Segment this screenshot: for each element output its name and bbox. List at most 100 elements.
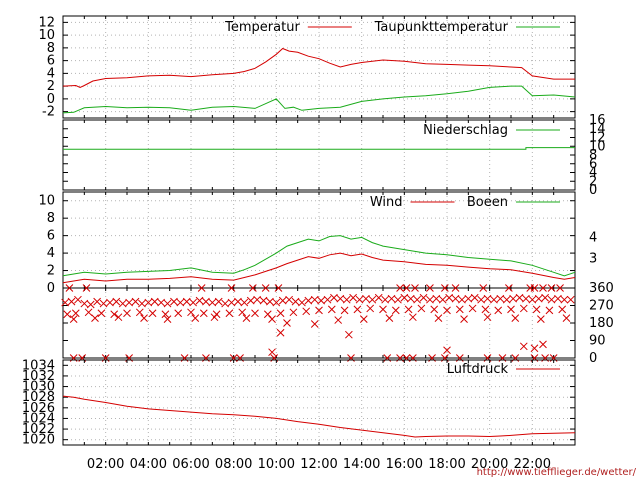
data-point: [189, 298, 197, 307]
data-point: [511, 314, 520, 322]
y-tick-label: 1020: [22, 433, 55, 448]
data-point: [566, 295, 575, 304]
data-point: [310, 320, 319, 328]
data-point: [276, 328, 285, 337]
series-line-wind-0: [62, 252, 576, 284]
series-line-temp-1: [62, 85, 576, 114]
data-point: [93, 297, 101, 306]
panel-dir: 0 90 180 270 360: [61, 281, 614, 366]
data-point: [97, 309, 106, 318]
data-point: [202, 297, 210, 306]
data-point: [355, 295, 364, 304]
data-point: [227, 284, 236, 292]
data-point: [374, 293, 383, 302]
data-point: [140, 314, 148, 322]
data-point: [443, 346, 451, 355]
data-point: [562, 314, 571, 322]
data-point: [63, 310, 72, 319]
data-point: [400, 293, 409, 302]
data-point: [112, 297, 121, 306]
data-point: [445, 293, 453, 302]
data-point: [298, 298, 306, 307]
data-point: [441, 284, 449, 292]
x-tick-label: 10:00: [258, 457, 295, 472]
data-point: [283, 319, 291, 327]
data-point: [268, 348, 276, 357]
data-point: [387, 294, 396, 303]
data-point: [334, 316, 343, 324]
data-point: [144, 298, 153, 307]
data-point: [199, 309, 208, 318]
y-tick-label: 0: [47, 281, 55, 296]
y-tick-label: 2: [589, 174, 597, 189]
data-point: [509, 294, 517, 303]
data-point: [443, 306, 451, 315]
panel-wind: 0 2 4 6 8 10 4 3 Boeen Wind: [38, 191, 597, 296]
legend-label: Wind: [370, 195, 403, 210]
y-tick-label: 16: [589, 113, 606, 128]
y-tick-label: -2: [42, 105, 55, 120]
data-point: [451, 284, 460, 292]
y-tick-label: 0: [589, 183, 597, 198]
data-point: [413, 295, 421, 304]
y-tick-label: 4: [47, 66, 55, 81]
data-point: [82, 284, 91, 292]
x-tick-label: 18:00: [428, 457, 465, 472]
data-point: [304, 296, 313, 305]
y-tick-label: 10: [38, 28, 55, 43]
data-point: [170, 297, 178, 306]
data-point: [477, 295, 485, 304]
legend-label: Niederschlag: [423, 123, 508, 138]
x-tick-label: 16:00: [386, 457, 423, 472]
x-tick-label: 04:00: [130, 457, 167, 472]
y-tick-label: 8: [589, 148, 597, 163]
data-point: [519, 304, 528, 313]
data-point: [519, 342, 528, 351]
data-point: [404, 305, 413, 314]
data-point: [349, 293, 357, 302]
data-point: [118, 299, 127, 308]
y-tick-label: 6: [47, 54, 55, 69]
data-point: [534, 294, 543, 303]
y-tick-label: 1026: [22, 401, 55, 416]
data-point: [528, 295, 537, 304]
legend-label: Boeen: [467, 195, 508, 210]
data-point: [481, 305, 490, 314]
data-point: [430, 305, 439, 314]
data-point: [272, 298, 281, 307]
data-point: [353, 305, 362, 314]
data-point: [161, 310, 170, 319]
data-point: [532, 305, 541, 314]
data-point: [302, 307, 311, 316]
data-point: [138, 299, 146, 308]
data-point: [419, 293, 428, 302]
data-point: [547, 295, 556, 304]
data-point: [291, 297, 300, 306]
data-point: [106, 298, 114, 307]
data-point: [69, 315, 78, 323]
data-point: [345, 330, 353, 339]
data-point: [545, 306, 554, 315]
data-point: [285, 295, 293, 304]
x-tick-label: 22:00: [514, 457, 551, 472]
y-tick-label: 8: [47, 41, 55, 56]
data-point: [417, 304, 426, 313]
y-tick-label: 4: [47, 246, 55, 261]
data-point: [251, 309, 259, 318]
y-tick-label: 1030: [22, 380, 55, 395]
data-point: [483, 313, 492, 322]
data-point: [208, 298, 217, 307]
data-point: [522, 294, 530, 303]
data-point: [84, 308, 93, 317]
right-tick-label: 3: [589, 251, 597, 266]
legend-label: Temperatur: [224, 20, 300, 35]
y-tick-label: 10: [38, 194, 55, 209]
y-tick-label: 2: [47, 264, 55, 279]
data-point: [515, 293, 524, 302]
x-tick-label: 08:00: [215, 457, 252, 472]
data-point: [91, 314, 99, 322]
data-point: [434, 314, 443, 322]
data-point: [65, 284, 74, 292]
data-point: [455, 305, 464, 314]
